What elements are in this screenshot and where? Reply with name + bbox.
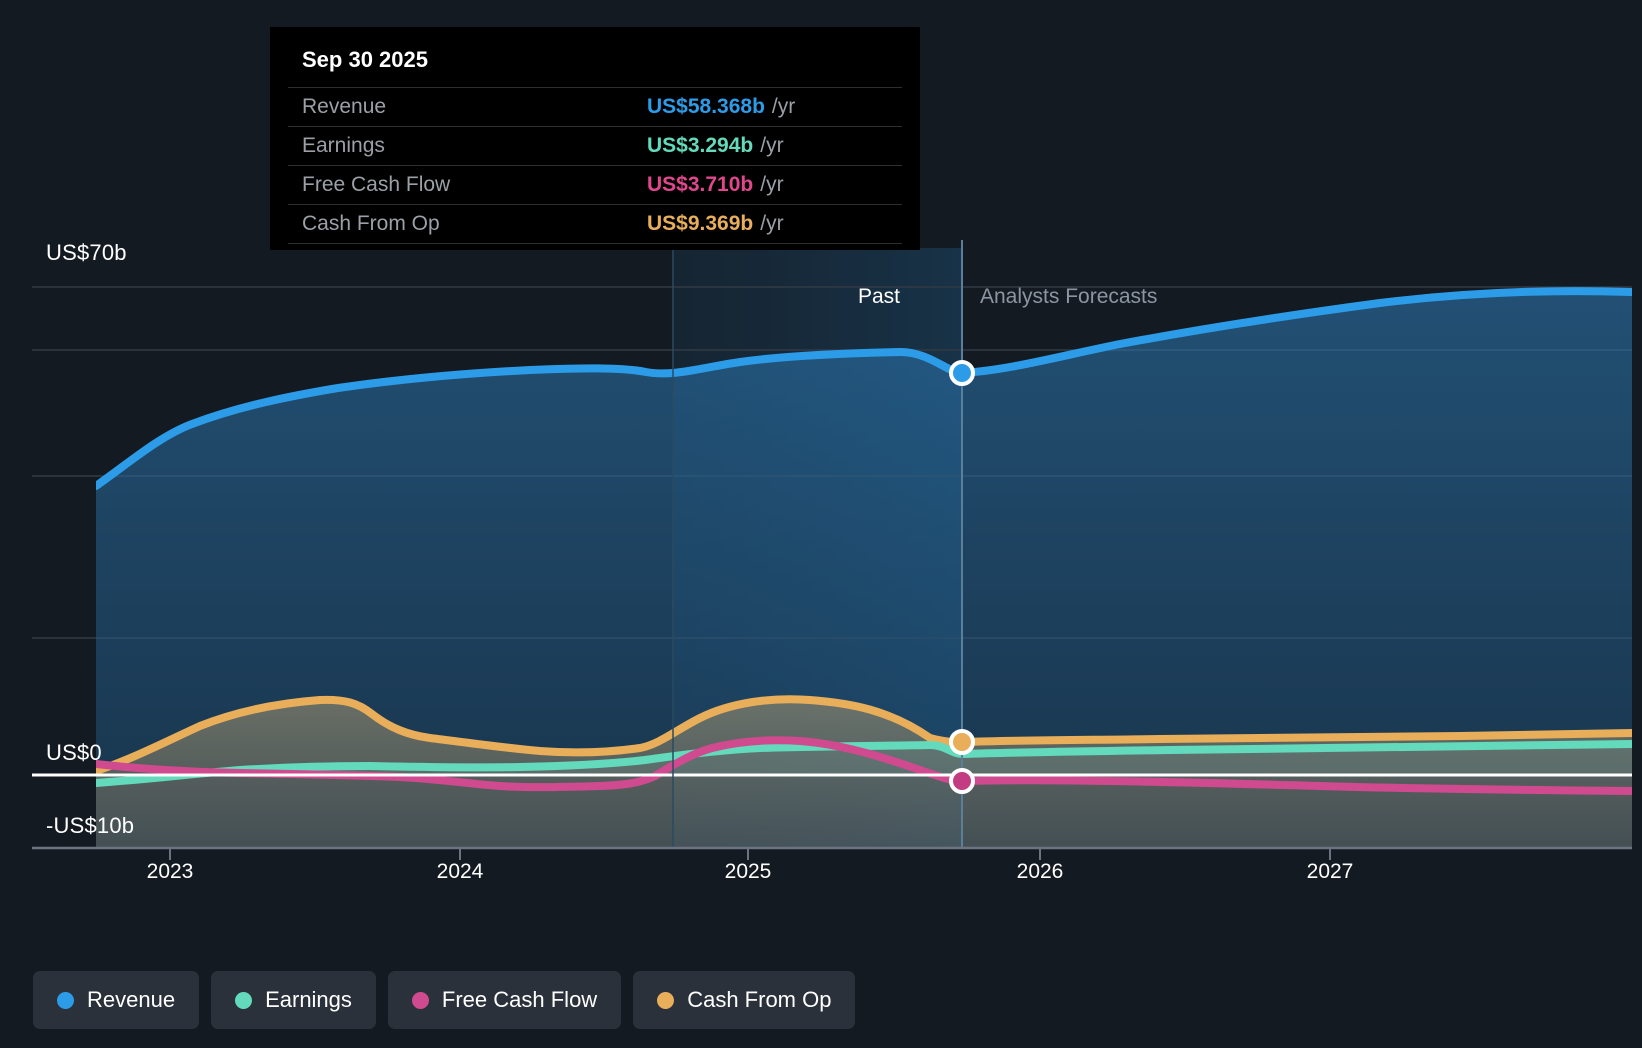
- legend-item-free-cash-flow[interactable]: Free Cash Flow: [387, 971, 622, 1029]
- tooltip-value-cash-from-op: US$9.369b: [647, 212, 754, 235]
- legend-label-free-cash-flow: Free Cash Flow: [441, 987, 598, 1012]
- tooltip-unit-cash-from-op: /yr: [760, 212, 784, 235]
- tooltip-label-revenue: Revenue: [302, 95, 387, 118]
- tooltip-unit-free-cash-flow: /yr: [760, 173, 784, 196]
- legend: Revenue Earnings Free Cash Flow Cash Fro…: [33, 971, 856, 1029]
- tooltip-row-revenue: Revenue US$58.368b /yr: [288, 87, 902, 126]
- legend-item-earnings[interactable]: Earnings: [211, 971, 376, 1029]
- x-axis-label-2027: 2027: [1306, 860, 1354, 883]
- revenue-color-dot-icon: [57, 991, 74, 1009]
- legend-item-cash-from-op[interactable]: Cash From Op: [633, 971, 856, 1029]
- x-axis-label-2023: 2023: [146, 860, 194, 883]
- tooltip-value-revenue: US$58.368b: [647, 95, 765, 118]
- tooltip-unit-revenue: /yr: [771, 95, 796, 118]
- legend-label-earnings: Earnings: [265, 987, 352, 1012]
- tooltip-unit-earnings: /yr: [760, 134, 784, 157]
- y-axis-label-bottom: -US$10b: [46, 813, 135, 838]
- tooltip: Sep 30 2025 Revenue US$58.368b /yr Earni…: [270, 27, 920, 250]
- analysts-forecasts-label: Analysts Forecasts: [980, 285, 1158, 308]
- tooltip-date: Sep 30 2025: [302, 47, 428, 72]
- tooltip-row-earnings: Earnings US$3.294b /yr: [288, 126, 902, 165]
- x-axis-label-2025: 2025: [724, 860, 772, 883]
- tooltip-row-free-cash-flow: Free Cash Flow US$3.710b /yr: [288, 165, 902, 204]
- earnings-color-dot-icon: [235, 991, 253, 1009]
- revenue-marker[interactable]: [949, 360, 975, 386]
- x-axis-label-2024: 2024: [436, 860, 484, 883]
- tooltip-value-earnings: US$3.294b: [647, 134, 754, 157]
- legend-label-revenue: Revenue: [87, 987, 176, 1012]
- tooltip-row-cash-from-op: Cash From Op US$9.369b /yr: [288, 204, 902, 244]
- cash-from-op-marker[interactable]: [949, 729, 975, 755]
- free-cash-flow-marker[interactable]: [949, 768, 975, 794]
- cash-from-op-color-dot-icon: [657, 991, 675, 1009]
- tooltip-label-cash-from-op: Cash From Op: [302, 212, 440, 235]
- tooltip-label-earnings: Earnings: [302, 134, 385, 157]
- legend-label-cash-from-op: Cash From Op: [687, 987, 832, 1012]
- tooltip-value-free-cash-flow: US$3.710b: [647, 173, 754, 196]
- legend-item-revenue[interactable]: Revenue: [33, 971, 200, 1029]
- free-cash-flow-color-dot-icon: [411, 991, 429, 1009]
- revenue-area: [96, 291, 1632, 848]
- earnings-area: [96, 744, 1632, 783]
- earnings-line: [96, 740, 1632, 787]
- chart-canvas[interactable]: [0, 0, 1642, 900]
- cash-from-op-line: [96, 695, 1632, 775]
- y-axis-label-top: US$70b: [46, 240, 127, 265]
- tooltip-label-free-cash-flow: Free Cash Flow: [302, 173, 451, 196]
- past-label: Past: [857, 285, 900, 308]
- series-markers[interactable]: [949, 360, 975, 794]
- y-axis-label-zero: US$0: [46, 740, 102, 765]
- revenue-line: [96, 287, 1632, 490]
- x-axis-label-2026: 2026: [1016, 860, 1064, 883]
- x-axis: [32, 846, 1632, 860]
